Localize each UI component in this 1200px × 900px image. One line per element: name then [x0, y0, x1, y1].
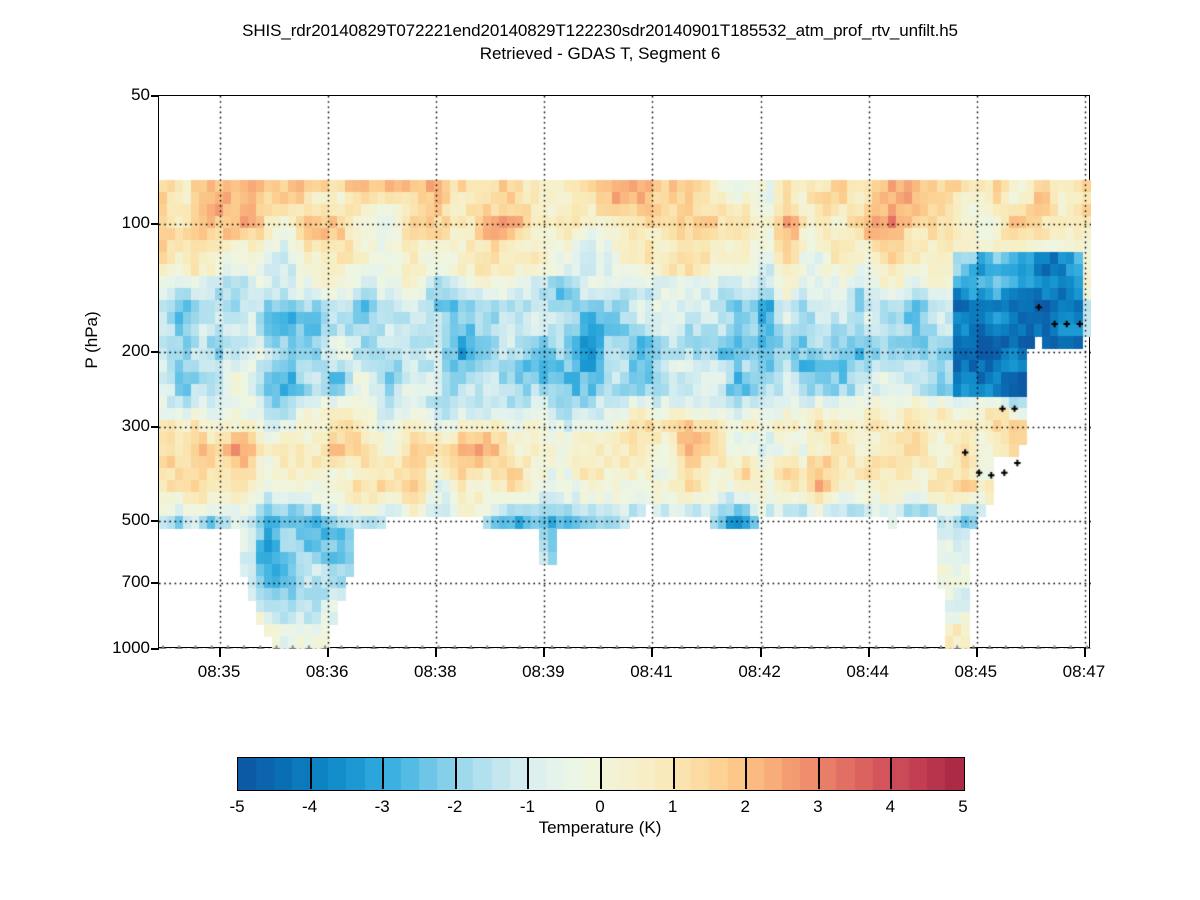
colorbar-tick-mark	[890, 757, 892, 789]
colorbar-tick-mark	[455, 757, 457, 789]
colorbar-tick-label: 0	[595, 797, 605, 816]
x-axis-tick-label: 08:41	[630, 662, 673, 681]
y-axis-tick-mark	[151, 351, 159, 353]
x-axis-tick-label: 08:44	[846, 662, 889, 681]
colorbar-tick-label: 1	[667, 797, 678, 816]
x-axis-tick-mark	[219, 648, 221, 657]
x-axis-tick-mark	[976, 648, 978, 657]
y-axis-tick-label: 50	[131, 85, 150, 104]
x-axis-tick-label: 08:47	[1062, 662, 1106, 681]
x-axis-tick-label: 08:45	[954, 662, 998, 681]
plot-area	[158, 95, 1091, 649]
x-axis-tick-mark	[1084, 648, 1086, 657]
y-axis-tick-label: 1000	[112, 638, 150, 657]
y-axis-tick-label: 500	[121, 510, 150, 530]
colorbar-tick-mark	[673, 757, 675, 789]
y-axis-tick-mark	[151, 95, 159, 97]
colorbar-tick-label: 3	[813, 797, 823, 816]
y-axis-tick-label: 100	[121, 212, 150, 232]
x-axis-tick-mark	[868, 648, 870, 657]
x-axis-tick-mark	[435, 648, 437, 657]
x-axis-tick-mark	[651, 648, 653, 657]
colorbar-tick-mark	[310, 757, 312, 789]
x-axis-tick-label: 08:39	[522, 662, 565, 681]
colorbar-tick-label: 2	[740, 797, 750, 816]
colorbar-tick-mark	[527, 757, 529, 789]
colorbar-tick-label: 4	[885, 797, 896, 816]
y-axis-tick-label: 300	[121, 415, 150, 435]
colorbar-tick-mark	[382, 757, 384, 789]
x-axis-tick-mark	[543, 648, 545, 657]
colorbar-tick-mark	[818, 757, 820, 789]
y-axis-tick-mark	[151, 582, 159, 584]
colorbar-tick-label: -3	[374, 797, 390, 816]
colorbar-tick-mark	[600, 757, 602, 789]
colorbar-tick-label: -5	[229, 797, 245, 816]
x-axis-tick-mark	[327, 648, 329, 657]
x-axis-tick-mark	[760, 648, 762, 657]
x-axis-tick-label: 08:42	[738, 662, 781, 681]
colorbar-tick-mark	[745, 757, 747, 789]
x-axis-tick-label: 08:36	[305, 662, 349, 681]
chart-title-block: SHIS_rdr20140829T072221end20140829T12223…	[0, 20, 1200, 66]
y-axis-tick-mark	[151, 223, 159, 225]
y-axis-tick-mark	[151, 426, 159, 428]
colorbar-tick-label: -2	[447, 797, 463, 816]
markers-canvas	[159, 96, 1091, 649]
page-title: SHIS_rdr20140829T072221end20140829T12223…	[242, 21, 958, 40]
colorbar-tick-label: -4	[302, 797, 318, 816]
y-axis-tick-label: 700	[121, 572, 150, 592]
colorbar-tick-label: 5	[958, 797, 968, 816]
x-axis-tick-label: 08:35	[197, 662, 241, 681]
x-axis-tick-label: 08:38	[413, 662, 457, 681]
y-axis-tick-mark	[151, 520, 159, 522]
colorbar-title: Temperature (K)	[538, 818, 662, 837]
colorbar-tick-label: -1	[519, 797, 535, 816]
chart-subtitle: Retrieved - GDAS T, Segment 6	[479, 44, 721, 63]
y-axis-tick-label: 200	[121, 340, 150, 360]
y-axis-tick-mark	[151, 648, 159, 650]
